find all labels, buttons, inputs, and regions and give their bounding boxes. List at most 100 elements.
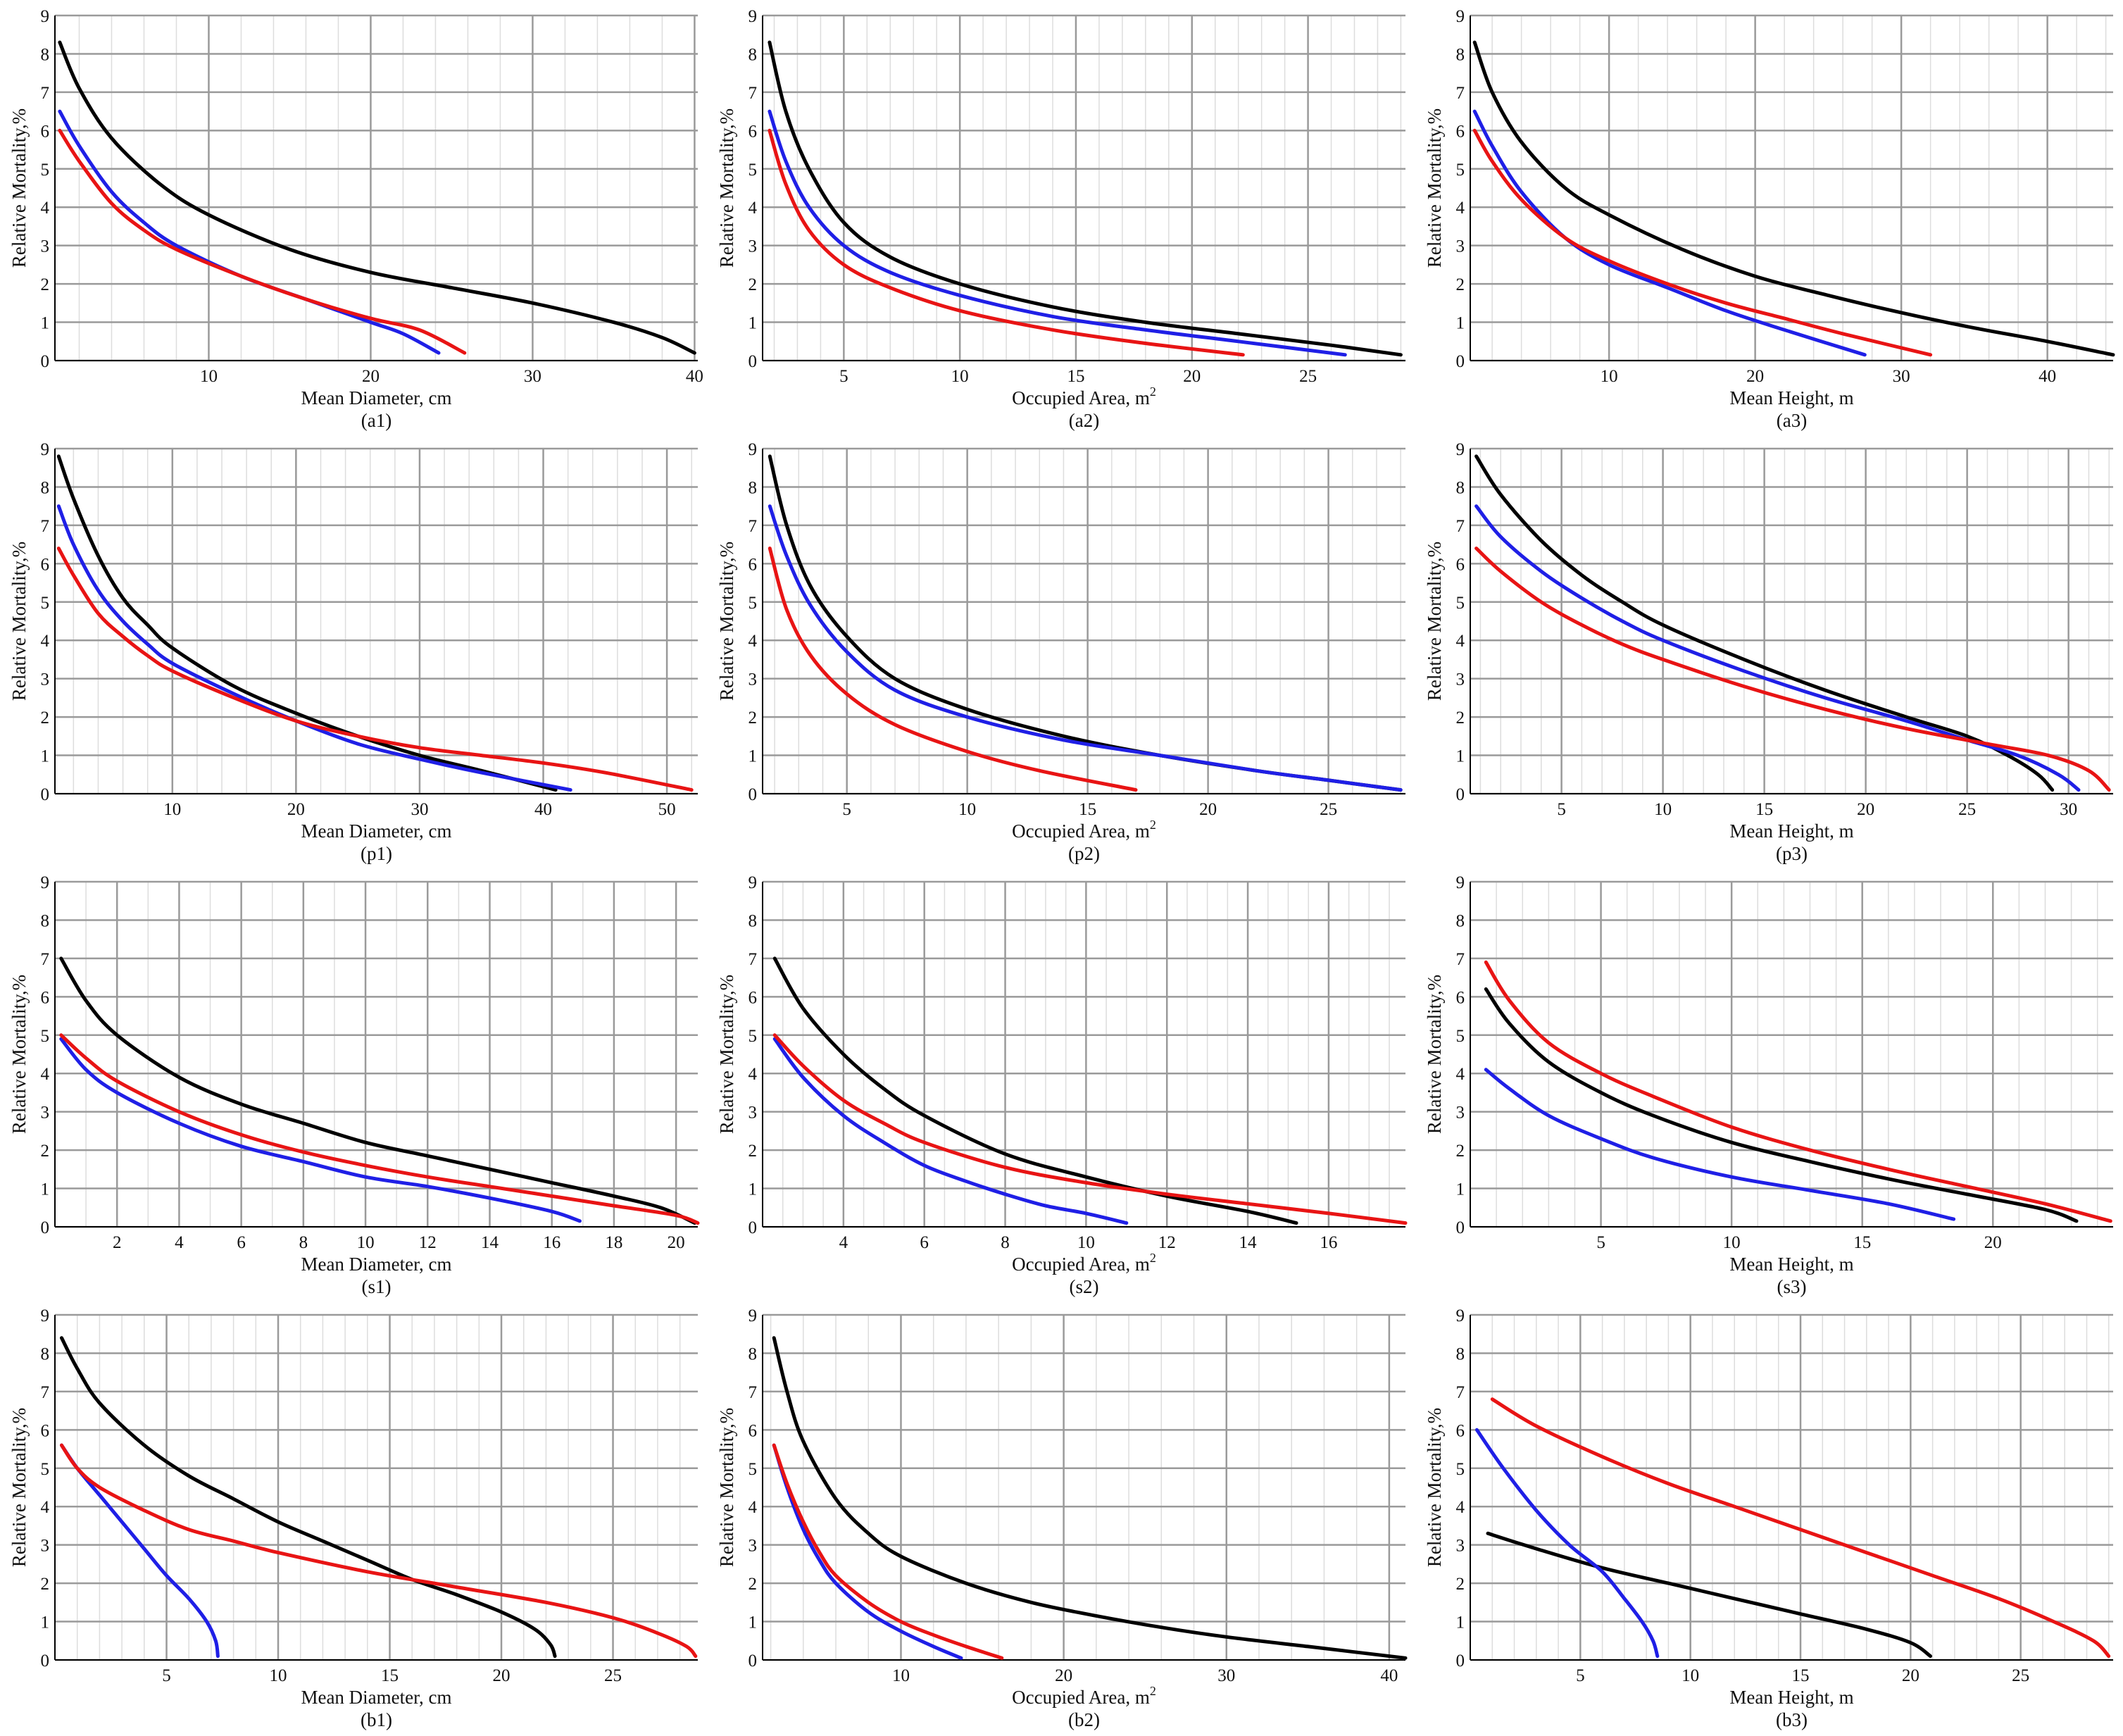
series-line-blue (1472, 109, 1867, 357)
x-tick-label: 10 (892, 1666, 910, 1685)
minor-grid (73, 449, 692, 794)
x-tick-label: 10 (357, 1233, 375, 1252)
x-tick-label: 10 (163, 800, 181, 819)
y-tick-label: 2 (41, 275, 50, 294)
y-axis-label: Relative Mortality,% (716, 108, 737, 268)
x-tick-label: 10 (1723, 1233, 1741, 1252)
y-tick-label: 6 (749, 1421, 758, 1440)
y-tick-label: 2 (749, 275, 758, 294)
x-tick-label: 20 (1746, 367, 1764, 386)
x-tick-label: 15 (1067, 367, 1084, 386)
y-tick-label: 0 (1456, 1651, 1465, 1671)
y-tick-label: 7 (41, 1383, 50, 1402)
x-tick-label: 5 (1576, 1666, 1585, 1685)
panel-label: (s3) (1777, 1276, 1807, 1297)
y-tick-label: 3 (1456, 237, 1465, 256)
x-tick-label: 6 (920, 1233, 929, 1252)
x-axis-label-superscript: 2 (1150, 385, 1156, 399)
y-axis-label: Relative Mortality,% (8, 975, 30, 1134)
y-tick-label: 3 (1456, 1537, 1465, 1556)
y-tick-label: 8 (41, 1344, 50, 1363)
major-grid (55, 1313, 698, 1661)
chart-svg-b3: 0 1 2 3 4 5 6 7 8 9 5 10 15 20 25 Relative Mortality,% M… (1424, 1306, 2113, 1730)
y-tick-label: 5 (41, 1460, 50, 1479)
y-tick-label: 8 (1456, 45, 1465, 64)
series-line-red (772, 1033, 1408, 1225)
x-tick-label: 2 (113, 1233, 122, 1252)
y-tick-label: 4 (1456, 1065, 1465, 1084)
y-axis-label: Relative Mortality,% (716, 542, 737, 701)
series-group (1474, 454, 2111, 792)
y-tick-label: 2 (749, 1142, 758, 1161)
y-tick-label: 0 (1456, 352, 1465, 371)
x-tick-label: 6 (237, 1233, 246, 1252)
series-line-red (59, 1033, 700, 1225)
x-tick-label: 5 (842, 800, 851, 819)
series-line-black (1472, 40, 2115, 357)
series-group (1472, 40, 2115, 357)
major-grid (1470, 1313, 2113, 1661)
minor-grid (54, 1315, 681, 1660)
series-line-red (1474, 547, 2111, 792)
x-tick-label: 20 (362, 367, 380, 386)
x-tick-label: 25 (1320, 800, 1337, 819)
x-axis-label: Mean Diameter, cm (301, 1687, 451, 1708)
y-tick-label: 1 (41, 747, 50, 766)
series-line-red (1472, 128, 1933, 357)
y-tick-label: 5 (749, 1027, 758, 1046)
x-axis-label-superscript: 2 (1150, 1251, 1156, 1265)
y-tick-label: 6 (1456, 122, 1465, 141)
y-axis-label: Relative Mortality,% (716, 1408, 737, 1567)
x-tick-label: 10 (1601, 367, 1618, 386)
x-tick-label: 10 (1654, 800, 1672, 819)
series-line-red (56, 547, 694, 792)
y-tick-label: 5 (749, 161, 758, 180)
x-axis-label: Mean Height, m (1729, 1254, 1853, 1275)
x-axis-label-superscript: 2 (1150, 818, 1156, 832)
y-tick-label: 0 (749, 785, 758, 804)
series-line-black (772, 1336, 1408, 1660)
x-tick-label: 40 (686, 367, 703, 386)
y-tick-label: 1 (41, 1180, 50, 1199)
series-line-black (768, 454, 1403, 792)
y-tick-label: 7 (1456, 1383, 1465, 1402)
series-line-red (58, 128, 467, 355)
y-tick-label: 2 (41, 708, 50, 728)
y-tick-label: 8 (749, 478, 758, 497)
y-tick-label: 7 (1456, 84, 1465, 103)
x-tick-label: 20 (1902, 1666, 1920, 1685)
y-tick-label: 3 (1456, 670, 1465, 689)
x-tick-label: 30 (1217, 1666, 1235, 1685)
y-tick-label: 0 (41, 352, 50, 371)
x-tick-label: 14 (1239, 1233, 1258, 1252)
y-tick-label: 0 (41, 1218, 50, 1237)
x-tick-label: 15 (381, 1666, 399, 1685)
series-line-blue (772, 1443, 963, 1660)
y-axis-label: Relative Mortality,% (1424, 1408, 1445, 1567)
x-axis-label-superscript: 2 (1150, 1684, 1156, 1698)
y-tick-label: 3 (41, 1537, 50, 1556)
series-line-black (772, 956, 1298, 1225)
x-tick-label: 40 (534, 800, 552, 819)
y-tick-label: 6 (41, 988, 50, 1007)
y-tick-label: 3 (749, 1104, 758, 1123)
x-tick-label: 8 (299, 1233, 308, 1252)
series-line-blue (1474, 1428, 1660, 1659)
y-tick-label: 1 (1456, 1180, 1465, 1199)
y-tick-label: 5 (41, 161, 50, 180)
major-grid (763, 14, 1405, 362)
y-tick-label: 8 (41, 478, 50, 497)
series-group (772, 1336, 1408, 1660)
x-tick-label: 8 (1001, 1233, 1010, 1252)
chart-svg-b1: 0 1 2 3 4 5 6 7 8 9 5 10 15 20 25 Relative Mortality,% M… (8, 1306, 698, 1730)
x-tick-label: 30 (1893, 367, 1910, 386)
chart-svg-p2: 0 1 2 3 4 5 6 7 8 9 5 10 15 20 25 Relative Mortality,% O… (716, 440, 1405, 864)
x-tick-label: 5 (839, 367, 848, 386)
x-tick-label: 50 (658, 800, 676, 819)
x-tick-label: 20 (493, 1666, 511, 1685)
minor-grid (78, 15, 696, 361)
x-tick-label: 40 (2039, 367, 2056, 386)
x-axis-label: Mean Diameter, cm (301, 1254, 451, 1275)
series-line-red (768, 128, 1245, 357)
